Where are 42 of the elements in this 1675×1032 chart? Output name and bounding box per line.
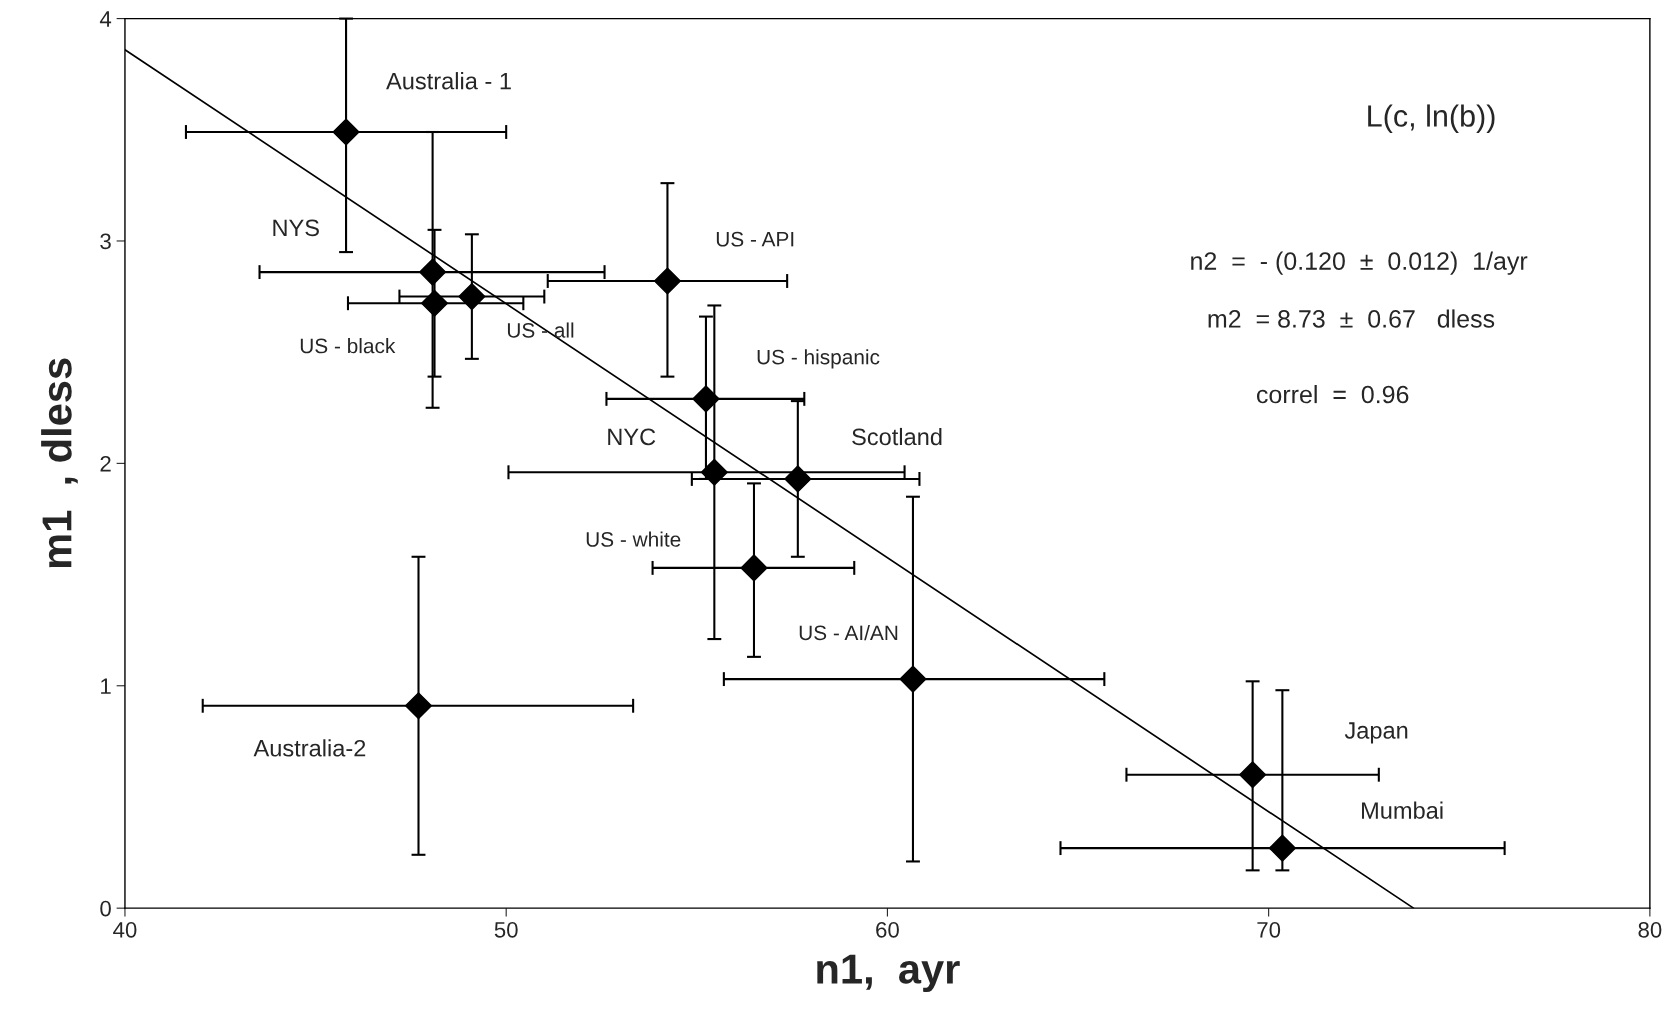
point [899, 665, 927, 693]
x-tick-label: 70 [1257, 921, 1281, 938]
annotation: US - white [586, 531, 681, 547]
point [784, 465, 812, 493]
point [419, 258, 447, 286]
annotation: NYC [608, 428, 656, 446]
annotation: L(c, ln(b)) [1368, 104, 1495, 133]
point [458, 283, 486, 311]
annotation: Mumbai [1362, 801, 1443, 819]
x-tick-label: 80 [1638, 921, 1662, 938]
point [740, 554, 768, 582]
x-tick-label: 60 [876, 921, 899, 938]
point [420, 289, 449, 317]
annotation: US - black [300, 338, 396, 354]
point [404, 692, 433, 720]
annotation: US - all [507, 322, 574, 338]
y-tick-label: 0 [100, 900, 111, 917]
y-tick-label: 3 [100, 233, 111, 250]
annotation: correl = 0.96 [1256, 385, 1409, 404]
annotation: n2 = - (0.120 ± 0.012) 1/ayr [1191, 251, 1528, 275]
annotation: Scotland [852, 427, 942, 446]
point [700, 458, 728, 486]
y-axis-title: m1 , dless [41, 358, 78, 568]
point [1268, 834, 1296, 862]
annotation: Japan [1344, 722, 1408, 744]
point [692, 385, 720, 413]
x-tick-label: 40 [113, 921, 137, 938]
point [653, 267, 681, 295]
annotation: Australia - 1 [386, 72, 511, 90]
annotation: m2 = 8.73 ± 0.67 dless [1208, 309, 1495, 328]
y-tick-label: 4 [99, 11, 112, 27]
annotation: Australia-2 [253, 739, 366, 757]
y-tick-label: 1 [101, 678, 111, 694]
annotation: US - AI/AN [799, 624, 898, 641]
annotation: US - hispanic [757, 349, 880, 369]
annotation: NYS [273, 219, 319, 237]
x-axis-title: n1, ayr [817, 954, 960, 993]
point [1239, 761, 1267, 789]
annotation: US - API [716, 231, 794, 247]
y-tick-label: 2 [100, 455, 111, 472]
point [332, 118, 360, 146]
x-tick-label: 50 [494, 921, 518, 938]
